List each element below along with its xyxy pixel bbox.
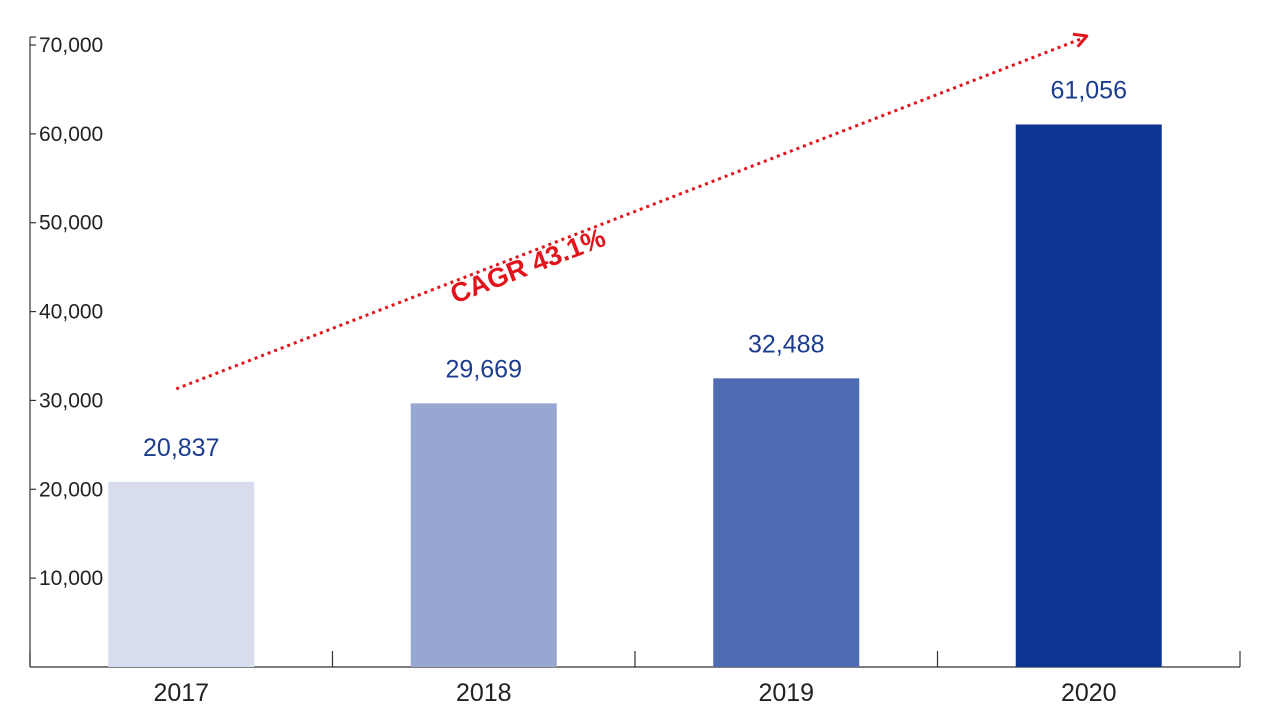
x-tick-label-2017: 2017	[153, 679, 209, 707]
bar-2019	[713, 378, 860, 667]
bar-2017	[108, 481, 255, 667]
data-label-2019: 32,488	[748, 330, 824, 358]
x-tick-label-2018: 2018	[456, 679, 512, 707]
x-tick-labels: 2017 2018 2019 2020	[153, 679, 1116, 707]
bars	[108, 124, 1162, 668]
y-tick-label: 30,000	[39, 389, 103, 412]
bar-2020	[1015, 124, 1162, 668]
y-tick-label: 50,000	[39, 212, 103, 235]
data-label-2018: 29,669	[446, 355, 522, 383]
y-tick-label: 20,000	[39, 478, 103, 501]
y-tick-label: 10,000	[39, 567, 103, 590]
cagr-trend-arrow-line	[175, 37, 1082, 391]
cagr-annotation: CAGR 43.1%	[175, 32, 1089, 391]
cagr-label: CAGR 43.1%	[446, 222, 609, 309]
x-tick-label-2020: 2020	[1061, 679, 1117, 707]
data-label-2017: 20,837	[143, 434, 219, 462]
data-labels: 20,837 29,669 32,488 61,056	[143, 76, 1127, 461]
data-label-2020: 61,056	[1051, 76, 1127, 104]
cagr-arrow-head-icon	[1072, 32, 1089, 48]
bar-2018	[410, 403, 557, 667]
y-axis: 10,000 20,000 30,000 40,000 50,000 60,000 70,0…	[29, 34, 103, 667]
y-tick-label: 40,000	[39, 301, 103, 324]
y-tick-label: 70,000	[39, 34, 103, 57]
x-tick-label-2019: 2019	[758, 679, 814, 707]
y-tick-label: 60,000	[39, 123, 103, 146]
